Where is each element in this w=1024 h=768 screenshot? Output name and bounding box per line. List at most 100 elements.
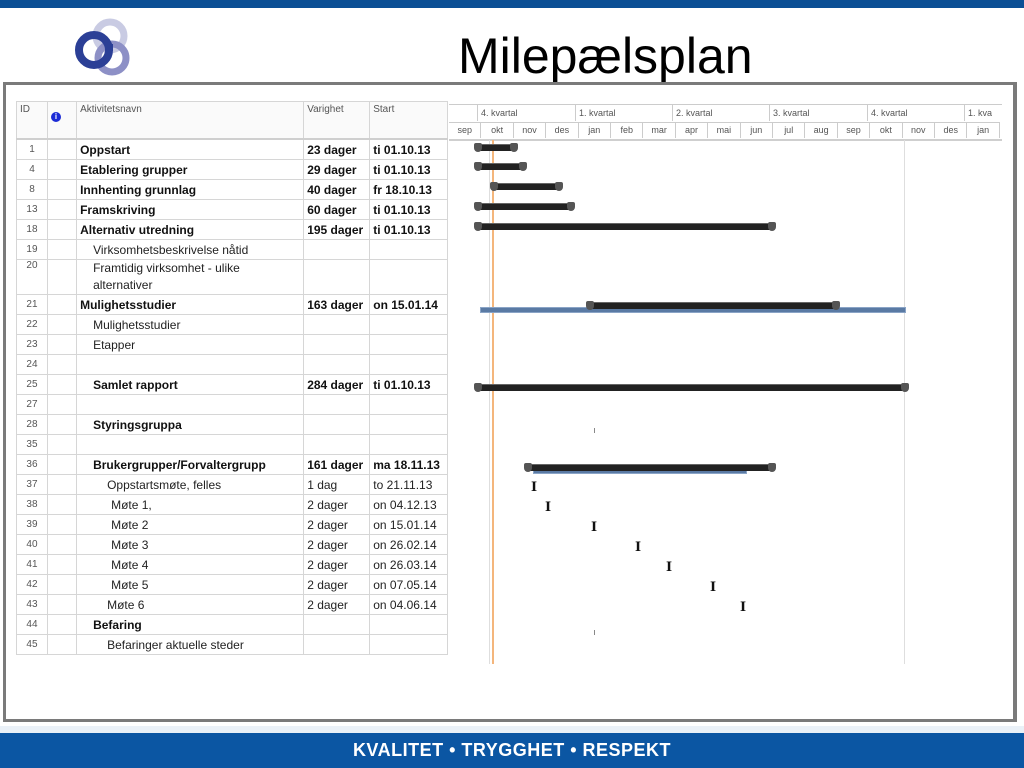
task-name[interactable]: Etapper	[76, 334, 305, 355]
table-row[interactable]: 25 Samlet rapport 284 dager ti 01.10.13	[16, 374, 448, 395]
task-duration[interactable]	[303, 239, 371, 260]
task-name[interactable]: Etablering grupper	[76, 159, 305, 180]
column-header-name[interactable]: Aktivitetsnavn	[76, 101, 305, 140]
task-start[interactable]: ma 18.11.13	[369, 454, 448, 475]
table-row[interactable]: 24	[16, 354, 448, 375]
task-start[interactable]: on 07.05.14	[369, 574, 448, 595]
task-duration[interactable]: 60 dager	[303, 199, 371, 220]
task-name[interactable]: Innhenting grunnlag	[76, 179, 305, 200]
table-row[interactable]: 37 Oppstartsmøte, felles 1 dag to 21.11.13	[16, 474, 448, 495]
task-start[interactable]	[369, 314, 448, 335]
task-start[interactable]	[369, 414, 448, 435]
task-duration[interactable]: 23 dager	[303, 138, 371, 160]
task-name[interactable]: Oppstartsmøte, felles	[76, 474, 305, 495]
milestone-icon[interactable]: I	[530, 480, 538, 495]
task-duration[interactable]: 2 dager	[303, 514, 371, 535]
gantt-bar-framskriving[interactable]	[474, 202, 575, 211]
task-duration[interactable]: 195 dager	[303, 219, 371, 240]
task-name[interactable]: Framskriving	[76, 199, 305, 220]
task-start[interactable]	[369, 434, 448, 455]
column-header-duration[interactable]: Varighet	[303, 101, 371, 140]
task-start[interactable]: on 26.02.14	[369, 534, 448, 555]
task-start[interactable]	[369, 259, 448, 295]
task-name[interactable]: Framtidig virksomhet - ulike alternative…	[76, 259, 305, 295]
task-duration[interactable]: 163 dager	[303, 294, 371, 315]
task-duration[interactable]	[303, 259, 371, 295]
table-row[interactable]: 45 Befaringer aktuelle steder	[16, 634, 448, 655]
task-duration[interactable]: 29 dager	[303, 159, 371, 180]
task-name[interactable]: Samlet rapport	[76, 374, 305, 395]
task-name[interactable]: Befaring	[76, 614, 305, 635]
task-duration[interactable]	[303, 614, 371, 635]
milestone-icon[interactable]: I	[590, 520, 598, 535]
table-row[interactable]: 44 Befaring	[16, 614, 448, 635]
table-row[interactable]: 13 Framskriving 60 dager ti 01.10.13	[16, 199, 448, 220]
task-name[interactable]: Møte 6	[76, 594, 305, 615]
task-name[interactable]: Møte 1,	[76, 494, 305, 515]
task-start[interactable]: ti 01.10.13	[369, 159, 448, 180]
task-duration[interactable]: 2 dager	[303, 574, 371, 595]
task-duration[interactable]	[303, 394, 371, 415]
task-name[interactable]	[76, 394, 305, 415]
task-duration[interactable]	[303, 414, 371, 435]
task-duration[interactable]	[303, 314, 371, 335]
task-duration[interactable]: 2 dager	[303, 494, 371, 515]
table-row[interactable]: 18 Alternativ utredning 195 dager ti 01.10.…	[16, 219, 448, 240]
task-name[interactable]: Møte 3	[76, 534, 305, 555]
task-name[interactable]: Styringsgruppa	[76, 414, 305, 435]
gantt-bar-innhenting-grunnlag[interactable]	[490, 182, 563, 191]
table-row[interactable]: 4 Etablering grupper 29 dager ti 01.10.13	[16, 159, 448, 180]
task-start[interactable]	[369, 334, 448, 355]
task-duration[interactable]: 161 dager	[303, 454, 371, 475]
table-row[interactable]: 8 Innhenting grunnlag 40 dager fr 18.10.13	[16, 179, 448, 200]
column-header-id[interactable]: ID	[16, 101, 48, 140]
task-duration[interactable]: 1 dag	[303, 474, 371, 495]
task-start[interactable]: on 04.12.13	[369, 494, 448, 515]
task-name[interactable]: Befaringer aktuelle steder	[76, 634, 305, 655]
task-start[interactable]: fr 18.10.13	[369, 179, 448, 200]
table-row[interactable]: 22 Mulighetsstudier	[16, 314, 448, 335]
milestone-icon[interactable]: I	[665, 560, 673, 575]
task-duration[interactable]	[303, 354, 371, 375]
task-duration[interactable]: 2 dager	[303, 534, 371, 555]
task-name[interactable]: Virksomhetsbeskrivelse nåtid	[76, 239, 305, 260]
table-row[interactable]: 20 Framtidig virksomhet - ulike alternati…	[16, 259, 448, 295]
gantt-bar-alternativ-utredning[interactable]	[474, 222, 776, 231]
task-start[interactable]: on 15.01.14	[369, 514, 448, 535]
table-row[interactable]: 35	[16, 434, 448, 455]
task-duration[interactable]	[303, 334, 371, 355]
milestone-icon[interactable]: I	[634, 540, 642, 555]
task-name[interactable]: Møte 2	[76, 514, 305, 535]
task-duration[interactable]: 284 dager	[303, 374, 371, 395]
task-start[interactable]: ti 01.10.13	[369, 219, 448, 240]
task-start[interactable]	[369, 634, 448, 655]
task-name[interactable]: Brukergrupper/Forvaltergrupp	[76, 454, 305, 475]
table-row[interactable]: 36 Brukergrupper/Forvaltergrupp 161 dager m…	[16, 454, 448, 475]
gantt-bar-etablering-grupper[interactable]	[474, 162, 527, 171]
task-duration[interactable]: 40 dager	[303, 179, 371, 200]
task-start[interactable]: to 21.11.13	[369, 474, 448, 495]
milestone-icon[interactable]: I	[544, 500, 552, 515]
column-header-start[interactable]: Start	[369, 101, 448, 140]
task-start[interactable]	[369, 614, 448, 635]
table-row[interactable]: 23 Etapper	[16, 334, 448, 355]
table-row[interactable]: 21 Mulighetsstudier 163 dager on 15.01.14	[16, 294, 448, 315]
gantt-bar-oppstart[interactable]	[474, 143, 518, 152]
task-start[interactable]: on 15.01.14	[369, 294, 448, 315]
task-start[interactable]	[369, 354, 448, 375]
task-start[interactable]	[369, 394, 448, 415]
gantt-bar-mulighetsstudier[interactable]	[586, 301, 840, 310]
table-row[interactable]: 38 Møte 1, 2 dager on 04.12.13	[16, 494, 448, 515]
task-start[interactable]	[369, 239, 448, 260]
task-duration[interactable]	[303, 434, 371, 455]
task-name[interactable]: Møte 5	[76, 574, 305, 595]
task-duration[interactable]	[303, 634, 371, 655]
task-start[interactable]: ti 01.10.13	[369, 374, 448, 395]
task-start[interactable]: ti 01.10.13	[369, 138, 448, 160]
table-row[interactable]: 19 Virksomhetsbeskrivelse nåtid	[16, 239, 448, 260]
task-name[interactable]	[76, 434, 305, 455]
task-name[interactable]: Møte 4	[76, 554, 305, 575]
